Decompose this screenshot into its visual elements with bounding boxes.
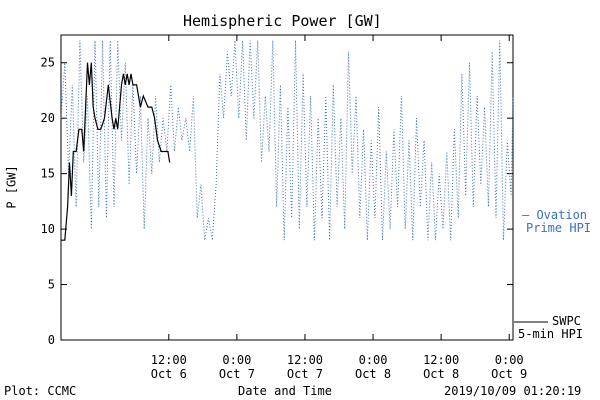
series-layer <box>60 40 514 241</box>
x-tick-label-date-2: Oct 7 <box>287 367 323 381</box>
legend-swpc-line2: 5-min HPI <box>518 327 584 341</box>
y-tick-label-20: 20 <box>41 111 55 125</box>
chart-title: Hemispheric Power [GW] <box>183 12 382 30</box>
legend-ovation-line1: — Ovation <box>522 208 588 222</box>
legend-ovation-line2: Prime HPI <box>526 221 592 235</box>
footer-plot-credit: Plot: CCMC <box>4 384 77 398</box>
x-tick-label-time-1: 0:00 <box>222 353 251 367</box>
legend-swpc-line1: SWPC <box>552 314 581 328</box>
x-tick-label-time-3: 0:00 <box>359 353 388 367</box>
y-tick-label-25: 25 <box>41 56 55 70</box>
x-tick-label-time-4: 12:00 <box>423 353 459 367</box>
footer-timestamp: 2019/10/09 01:20:19 <box>444 384 582 398</box>
x-tick-label-time-0: 12:00 <box>151 353 187 367</box>
x-tick-label-date-1: Oct 7 <box>219 367 255 381</box>
series-line-ovation <box>60 40 514 241</box>
x-tick-label-date-0: Oct 6 <box>151 367 187 381</box>
y-tick-label-5: 5 <box>48 278 55 292</box>
y-axis-label: P [GW] <box>4 165 19 209</box>
series-line-swpc <box>61 62 171 241</box>
x-tick-label-date-5: Oct 9 <box>491 367 527 381</box>
x-tick-label-date-4: Oct 8 <box>423 367 459 381</box>
x-tick-label-date-3: Oct 8 <box>355 367 391 381</box>
plot-frame <box>60 34 514 341</box>
y-tick-label-15: 15 <box>41 167 55 181</box>
y-tick-label-0: 0 <box>48 333 55 347</box>
x-tick-label-time-5: 0:00 <box>495 353 524 367</box>
y-tick-label-10: 10 <box>41 222 55 236</box>
x-axis-label: Date and Time <box>238 384 332 398</box>
x-tick-label-time-2: 12:00 <box>287 353 323 367</box>
